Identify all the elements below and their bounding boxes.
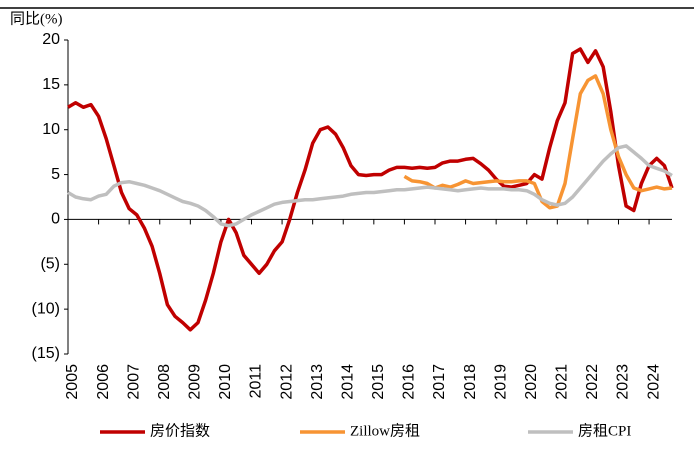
- x-tick-label: 2018: [462, 364, 479, 400]
- x-tick-label: 2015: [370, 364, 387, 400]
- x-tick-label: 2016: [401, 364, 418, 400]
- x-tick-label: 2011: [248, 364, 265, 399]
- y-axis-label: 同比(%): [10, 10, 63, 27]
- x-tick-label: 2019: [492, 364, 509, 400]
- series-line: [403, 74, 673, 210]
- x-tick-label: 2017: [431, 364, 448, 400]
- x-tick-label: 2020: [523, 364, 540, 400]
- y-tick-label: 15: [42, 76, 60, 93]
- y-tick-label: (5): [40, 256, 60, 273]
- x-tick-label: 2022: [584, 364, 601, 400]
- x-tick-label: 2007: [125, 364, 142, 400]
- x-tick-label: 2006: [95, 364, 112, 400]
- y-tick-label: 20: [42, 31, 60, 48]
- series-line: [67, 47, 674, 332]
- y-tick-label: 0: [51, 211, 60, 228]
- x-tick-label: 2005: [64, 364, 81, 400]
- x-tick-label: 2023: [615, 364, 632, 400]
- y-tick-label: 10: [42, 121, 60, 138]
- x-tick-label: 2013: [309, 364, 326, 400]
- y-tick-label: (15): [32, 345, 60, 362]
- legend-label: 房价指数: [150, 422, 210, 439]
- series-line: [67, 144, 673, 228]
- legend-label: Zillow房租: [350, 422, 420, 439]
- x-tick-label: 2010: [217, 364, 234, 400]
- y-tick-label: 5: [51, 166, 60, 183]
- x-tick-label: 2012: [278, 364, 295, 400]
- x-tick-label: 2024: [645, 364, 662, 400]
- x-tick-label: 2014: [339, 364, 356, 400]
- x-tick-label: 2008: [156, 364, 173, 400]
- legend-label: 房租CPI: [578, 422, 631, 439]
- x-tick-label: 2021: [554, 364, 571, 400]
- y-tick-label: (10): [32, 300, 60, 317]
- x-tick-label: 2009: [187, 364, 204, 400]
